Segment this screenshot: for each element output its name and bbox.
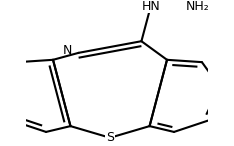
Text: NH₂: NH₂ (185, 0, 209, 13)
Text: S: S (106, 131, 114, 144)
Text: HN: HN (141, 0, 160, 13)
Text: N: N (62, 44, 72, 57)
